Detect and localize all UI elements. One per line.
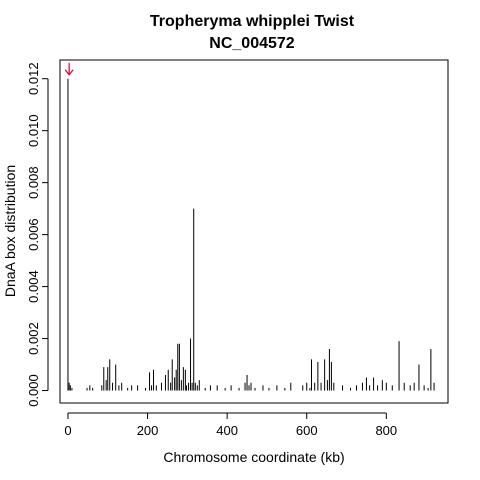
x-axis: 0 200 400 600 800 [64, 412, 397, 438]
x-tick-label: 0 [64, 423, 71, 438]
y-tick-label: 0.006 [26, 218, 41, 251]
x-tick-label: 200 [137, 423, 159, 438]
plot-frame [59, 59, 449, 404]
chart-subtitle: NC_004572 [209, 35, 295, 52]
y-tick-label: 0.008 [26, 166, 41, 199]
x-tick-label: 400 [216, 423, 238, 438]
x-axis-label: Chromosome coordinate (kb) [163, 449, 344, 465]
y-tick-label: 0.004 [26, 270, 41, 303]
chart-title: Tropheryma whipplei Twist [150, 13, 355, 30]
y-axis: 0.000 0.002 0.004 0.006 0.008 0.010 0.012 [26, 62, 49, 407]
origin-arrow [64, 62, 74, 76]
bar-series [67, 78, 435, 391]
y-tick-label: 0.010 [26, 114, 41, 147]
arrow-head [64, 69, 74, 76]
y-axis-label: DnaA box distribution [2, 165, 18, 297]
y-tick-label: 0.000 [26, 374, 41, 407]
x-tick-label: 800 [375, 423, 397, 438]
x-tick-label: 600 [296, 423, 318, 438]
y-tick-label: 0.012 [26, 62, 41, 95]
y-tick-label: 0.002 [26, 322, 41, 355]
